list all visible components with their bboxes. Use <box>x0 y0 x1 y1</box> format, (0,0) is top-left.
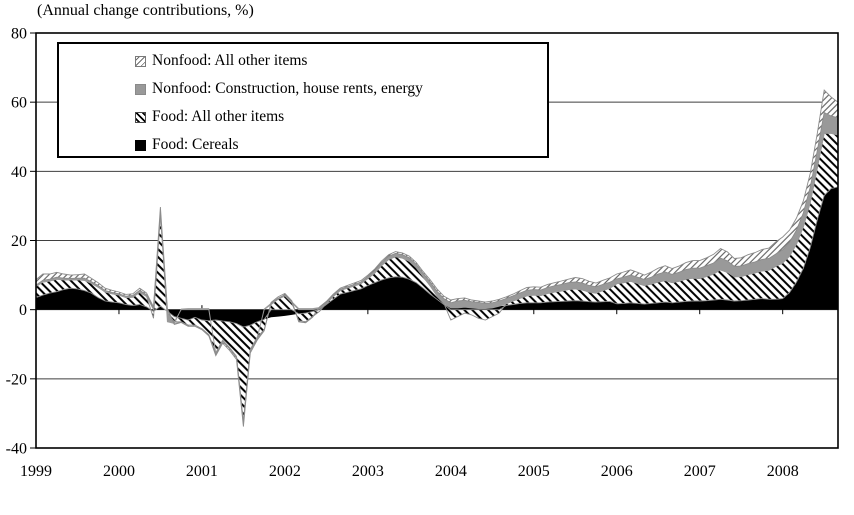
svg-text:-20: -20 <box>6 371 27 388</box>
legend-item-1: Nonfood: All other items <box>135 47 547 75</box>
legend-item-2: Nonfood: Construction, house rents, ener… <box>135 75 547 103</box>
svg-text:2005: 2005 <box>518 463 550 480</box>
svg-text:40: 40 <box>11 164 27 181</box>
svg-text:2003: 2003 <box>352 463 384 480</box>
svg-text:2006: 2006 <box>601 463 633 480</box>
legend-label: Nonfood: Construction, house rents, ener… <box>152 80 423 97</box>
svg-text:20: 20 <box>11 233 27 250</box>
legend: Nonfood: All other items Nonfood: Constru… <box>57 42 549 158</box>
svg-text:0: 0 <box>19 302 27 319</box>
solid-gray-swatch-icon <box>135 83 146 95</box>
legend-label: Nonfood: All other items <box>152 52 308 69</box>
svg-text:1999: 1999 <box>20 463 52 480</box>
legend-label: Food: Cereals <box>152 136 239 153</box>
solid-black-swatch-icon <box>135 139 146 151</box>
svg-text:60: 60 <box>11 95 27 112</box>
hatch-dark-swatch-icon <box>135 111 146 123</box>
hatch-light-swatch-icon <box>135 55 146 67</box>
svg-text:2007: 2007 <box>684 463 716 480</box>
svg-text:2001: 2001 <box>186 463 218 480</box>
chart-title: (Annual change contributions, %) <box>37 2 254 19</box>
svg-text:2002: 2002 <box>269 463 301 480</box>
svg-text:2004: 2004 <box>435 463 467 480</box>
svg-text:80: 80 <box>11 26 27 43</box>
legend-label: Food: All other items <box>152 108 285 125</box>
svg-text:2008: 2008 <box>767 463 799 480</box>
svg-text:-40: -40 <box>6 441 27 458</box>
legend-item-3: Food: All other items <box>135 103 547 131</box>
svg-text:2000: 2000 <box>103 463 135 480</box>
legend-item-4: Food: Cereals <box>135 131 547 159</box>
